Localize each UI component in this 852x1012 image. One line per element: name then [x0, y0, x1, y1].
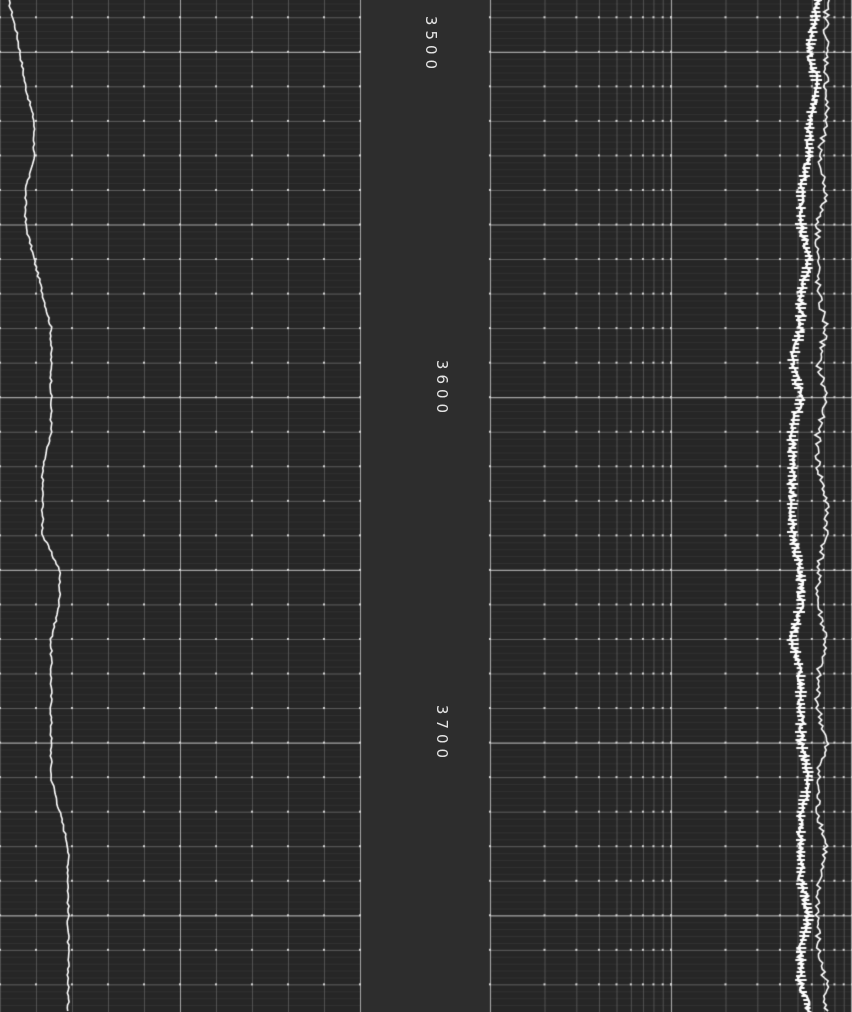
depth-label-3600: 3600 — [433, 359, 452, 419]
depth-label-3500: 3500 — [422, 15, 441, 75]
depth-label-3700: 3700 — [433, 704, 452, 764]
